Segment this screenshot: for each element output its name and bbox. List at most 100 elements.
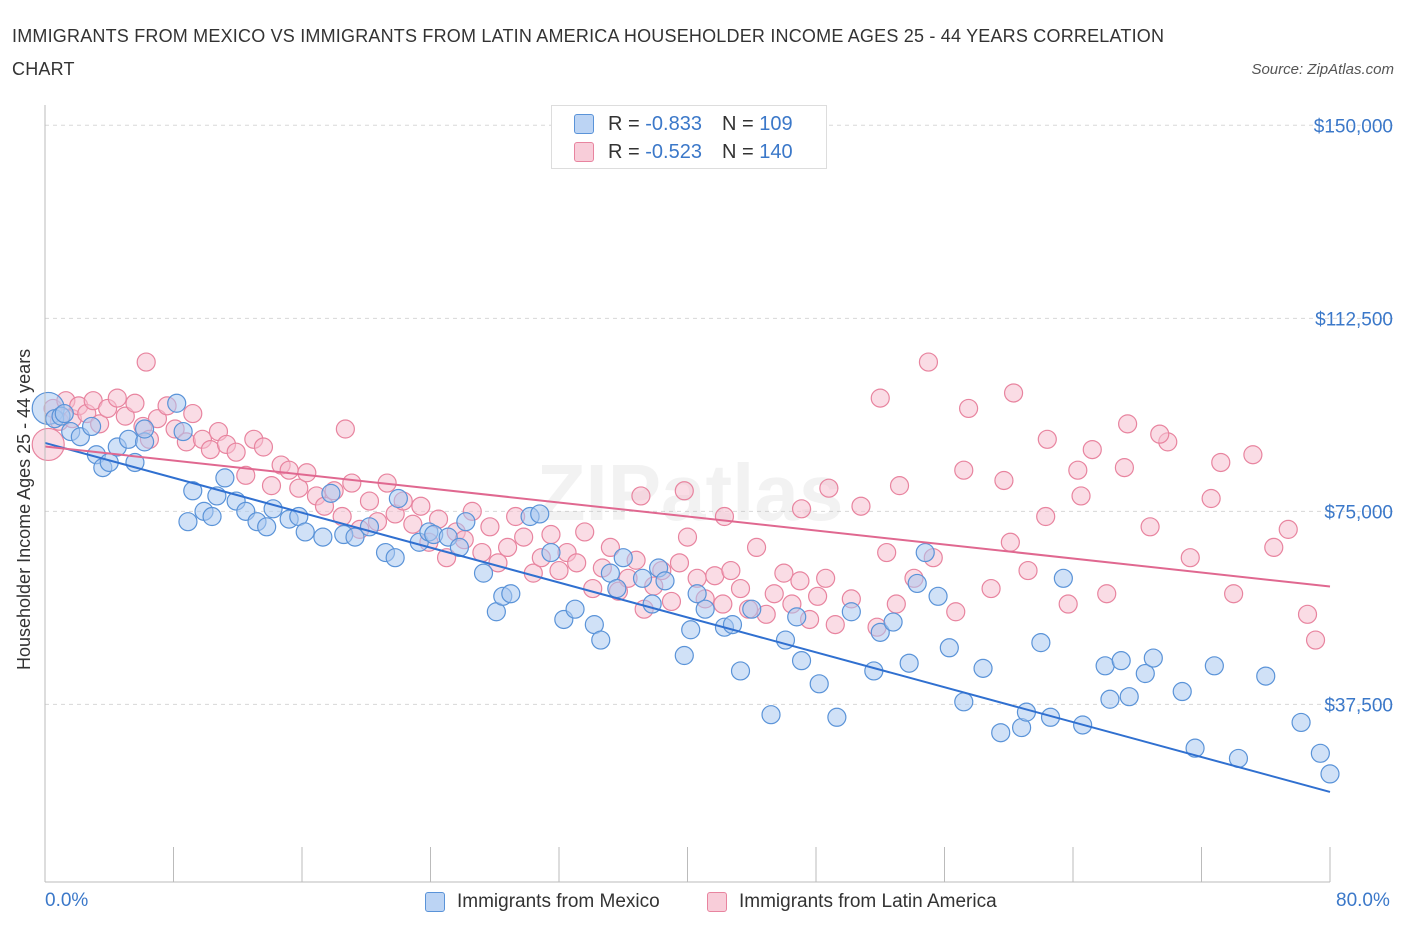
mexico-point xyxy=(991,723,1011,743)
latam-point xyxy=(918,352,939,372)
grid-lines xyxy=(45,124,1395,705)
latam-trend-line xyxy=(44,445,1331,588)
mexico-point xyxy=(54,403,74,424)
series-legend-mexico: Immigrants from Mexico xyxy=(425,888,660,916)
latam-point xyxy=(514,527,534,547)
latam-point xyxy=(480,517,500,537)
latam-point xyxy=(674,481,694,501)
latam-point xyxy=(1278,519,1298,539)
mexico-point xyxy=(730,661,751,681)
latam-point xyxy=(886,594,906,614)
chart-title: IMMIGRANTS FROM MEXICO VS IMMIGRANTS FRO… xyxy=(12,26,1165,79)
latam-point xyxy=(1037,429,1057,449)
mexico-point xyxy=(607,578,627,599)
mexico-point xyxy=(321,483,341,503)
latam-point xyxy=(677,527,698,547)
y-tick-label: $150,000 xyxy=(1314,116,1393,137)
latam-point xyxy=(125,393,145,413)
latam-point xyxy=(1264,537,1284,558)
mexico-point xyxy=(1100,689,1120,709)
mexico-point xyxy=(1172,681,1192,702)
mexico-point xyxy=(674,645,694,666)
mexico-point xyxy=(1053,568,1073,588)
mexico-point xyxy=(915,542,935,563)
legend-n-value: 140 xyxy=(759,141,793,163)
latam-point xyxy=(1097,584,1117,604)
mexico-point xyxy=(1111,651,1131,671)
mexico-point xyxy=(681,620,701,640)
latam-point xyxy=(411,496,431,516)
mexico-point xyxy=(1256,666,1276,686)
latam-point xyxy=(183,403,203,424)
mexico-point xyxy=(183,481,203,501)
latam-legend-swatch xyxy=(707,892,727,912)
latam-point xyxy=(713,594,733,614)
correlation-legend: R = -0.833 N = 109 R = -0.523 N = 140 xyxy=(551,105,827,169)
mexico-point xyxy=(118,429,139,449)
latam-point xyxy=(567,553,587,573)
latam-point xyxy=(147,409,168,429)
mexico-point xyxy=(565,599,585,619)
trend-lines xyxy=(44,441,1331,793)
legend-row-latam: R = -0.523 N = 140 xyxy=(574,139,793,165)
latam-point xyxy=(583,578,603,599)
source-label: Source: ZipAtlas.com xyxy=(1251,61,1394,78)
latam-point xyxy=(279,460,299,480)
mexico-point xyxy=(1119,687,1139,707)
y-tick-label: $75,000 xyxy=(1324,502,1393,523)
latam-swatch xyxy=(574,142,594,162)
latam-point xyxy=(1036,506,1056,527)
latam-point xyxy=(297,463,317,483)
latam-point xyxy=(359,491,380,511)
mexico-point xyxy=(613,548,633,568)
mexico-point xyxy=(215,468,235,488)
mexico-point xyxy=(841,602,861,622)
latam-point xyxy=(226,442,246,462)
mexico-point xyxy=(1031,633,1051,653)
mexico-point xyxy=(1135,663,1155,684)
mexico-point xyxy=(809,674,829,694)
mexico-point xyxy=(954,692,974,712)
mexico-point xyxy=(907,573,927,594)
mexico-point xyxy=(202,506,222,527)
latam-point xyxy=(541,524,561,545)
mexico-point xyxy=(1291,712,1311,733)
mexico-point xyxy=(295,522,315,542)
latam-point xyxy=(1243,445,1263,465)
mexico-point xyxy=(313,527,333,547)
latam-point xyxy=(1018,560,1038,581)
mexico-point xyxy=(388,488,408,509)
mexico-point xyxy=(1204,656,1224,676)
latam-point xyxy=(816,568,836,588)
latam-point xyxy=(730,578,751,599)
latam-point xyxy=(661,591,682,612)
latam-point xyxy=(1297,604,1318,624)
mexico-swatch xyxy=(574,114,594,134)
legend-n-label: N = xyxy=(721,113,754,135)
latam-point xyxy=(1305,630,1326,650)
mexico-point xyxy=(928,586,948,606)
y-tick-label: $112,500 xyxy=(1315,309,1393,330)
legend-r-label: R = xyxy=(608,141,640,163)
x-tick-label-min: 0.0% xyxy=(45,890,89,911)
mexico-point xyxy=(973,658,993,678)
latam-point xyxy=(1211,452,1231,473)
mexico-point xyxy=(827,707,847,727)
mexico-point xyxy=(787,607,807,627)
mexico-point xyxy=(864,661,884,681)
latam-point xyxy=(870,388,890,408)
latam-point xyxy=(600,537,621,558)
mexico-point xyxy=(899,653,919,673)
latam-point xyxy=(342,473,362,493)
mexico-point xyxy=(1310,743,1330,763)
latam-point xyxy=(236,465,256,485)
mexico-trend-line xyxy=(44,441,1331,793)
latam-point xyxy=(981,578,1001,599)
mexico-point xyxy=(1185,738,1205,758)
latam-point xyxy=(669,553,690,573)
series-legend-label: Immigrants from Latin America xyxy=(739,891,997,912)
latam-point xyxy=(1068,460,1088,480)
mexico-point xyxy=(501,584,521,604)
latam-point xyxy=(819,478,839,498)
